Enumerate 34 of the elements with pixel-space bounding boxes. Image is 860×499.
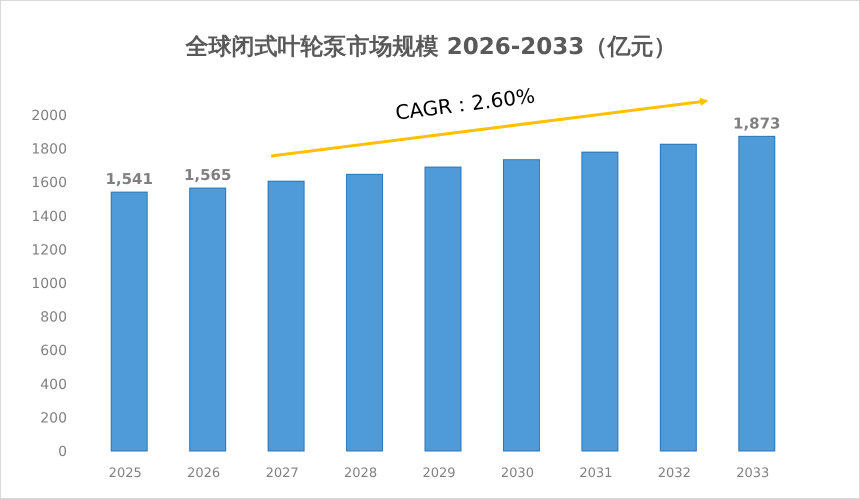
annotation: CAGR：2.60% bbox=[394, 83, 536, 125]
x-tick-label: 2025 bbox=[108, 466, 142, 481]
bar bbox=[424, 166, 462, 452]
y-tick-label: 1400 bbox=[31, 208, 67, 225]
bar bbox=[110, 192, 148, 452]
data-label: 1,565 bbox=[184, 166, 232, 184]
bar bbox=[660, 144, 697, 452]
y-tick-label: 1600 bbox=[31, 175, 67, 192]
y-tick-label: 1800 bbox=[31, 142, 67, 158]
x-tick-label: 2030 bbox=[500, 466, 534, 481]
y-tick-label: 2000 bbox=[31, 108, 67, 124]
x-tick-label: 2028 bbox=[344, 466, 378, 481]
y-tick-label: 1200 bbox=[31, 242, 67, 258]
x-tick-label: 2027 bbox=[266, 466, 299, 481]
y-tick-label: 200 bbox=[40, 410, 67, 426]
x-tick-label: 2029 bbox=[422, 466, 456, 481]
chart-title: 全球闭式叶轮泵市场规模 2026-2033（亿元） bbox=[184, 33, 676, 60]
x-tick-label: 2033 bbox=[736, 466, 770, 481]
bar bbox=[189, 188, 226, 452]
x-tick-label: 2032 bbox=[658, 466, 691, 481]
y-tick-label: 800 bbox=[40, 310, 67, 326]
bar bbox=[346, 174, 384, 452]
bar bbox=[268, 180, 305, 452]
bar bbox=[502, 159, 540, 452]
y-tick-label: 0 bbox=[58, 444, 67, 460]
data-label: 1,541 bbox=[105, 170, 153, 188]
y-tick-label: 400 bbox=[40, 376, 67, 393]
x-tick-label: 2026 bbox=[187, 466, 220, 481]
x-tick-label: 2031 bbox=[579, 466, 612, 481]
data-label: 1,873 bbox=[733, 114, 781, 132]
y-tick-label: 600 bbox=[40, 343, 67, 360]
bar bbox=[738, 136, 776, 452]
bar bbox=[581, 152, 618, 452]
y-tick-label: 1000 bbox=[31, 276, 67, 292]
